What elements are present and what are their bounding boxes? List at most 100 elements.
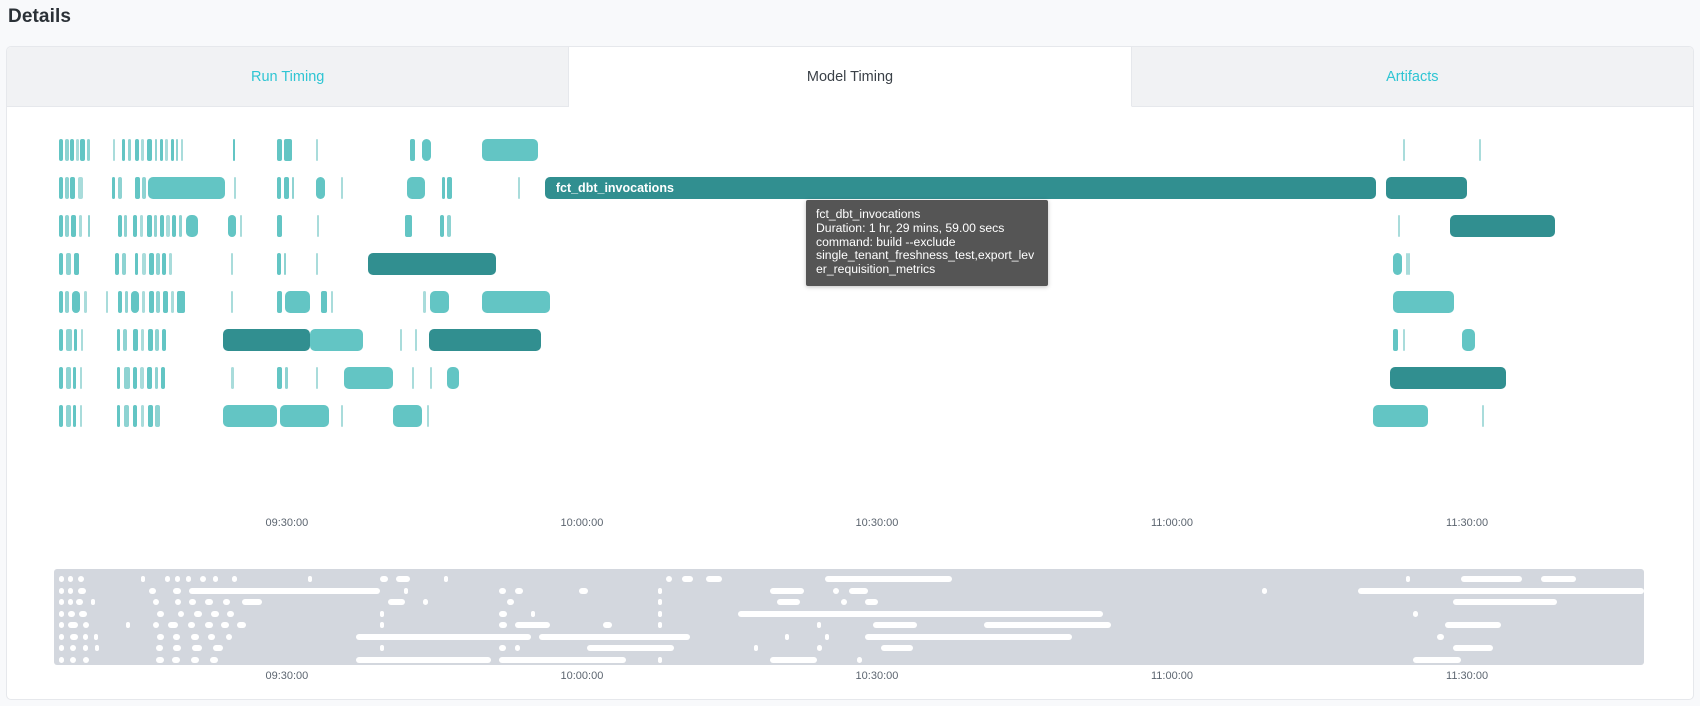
gantt-bar[interactable] <box>87 215 90 237</box>
gantt-bar[interactable] <box>73 329 77 351</box>
gantt-bar[interactable] <box>517 177 520 199</box>
gantt-bar[interactable] <box>147 405 153 427</box>
gantt-bar[interactable] <box>447 215 452 237</box>
gantt-bar[interactable] <box>121 253 126 275</box>
gantt-bar[interactable] <box>233 177 237 199</box>
gantt-bar[interactable] <box>121 139 125 161</box>
gantt-bar[interactable] <box>146 139 152 161</box>
gantt-bar[interactable] <box>125 291 129 313</box>
gantt-bar[interactable] <box>393 405 422 427</box>
gantt-bar[interactable] <box>185 215 199 237</box>
gantt-bar[interactable] <box>135 139 139 161</box>
gantt-bar[interactable] <box>1482 405 1485 427</box>
gantt-bar[interactable] <box>231 253 234 275</box>
gantt-bar[interactable] <box>59 367 63 389</box>
gantt-bar[interactable] <box>59 291 63 313</box>
gantt-bar[interactable] <box>482 139 539 161</box>
gantt-bar[interactable] <box>315 177 325 199</box>
gantt-bar[interactable] <box>440 215 444 237</box>
gantt-bar[interactable] <box>231 291 234 313</box>
gantt-bar[interactable] <box>1386 177 1468 199</box>
gantt-bar[interactable] <box>1450 215 1555 237</box>
gantt-bar[interactable] <box>133 329 138 351</box>
gantt-bar[interactable] <box>59 139 63 161</box>
gantt-bar[interactable] <box>59 215 63 237</box>
gantt-bar[interactable] <box>320 291 328 313</box>
gantt-bar[interactable] <box>406 177 426 199</box>
tab-run-timing[interactable]: Run Timing <box>7 47 570 106</box>
gantt-bar[interactable] <box>70 139 75 161</box>
gantt-bar[interactable] <box>317 215 320 237</box>
gantt-bar[interactable] <box>276 367 282 389</box>
gantt-bar[interactable] <box>482 291 550 313</box>
gantt-bar[interactable] <box>148 253 154 275</box>
gantt-bar[interactable] <box>71 215 77 237</box>
gantt-bar[interactable] <box>409 139 415 161</box>
gantt-bar[interactable] <box>447 177 453 199</box>
gantt-bar[interactable] <box>130 291 140 313</box>
gantt-bar[interactable] <box>66 329 72 351</box>
gantt-bar[interactable] <box>411 367 414 389</box>
gantt-bar[interactable] <box>315 253 318 275</box>
gantt-bar[interactable] <box>1408 253 1411 275</box>
gantt-bar[interactable] <box>159 139 164 161</box>
gantt-rows[interactable]: fct_dbt_invocations <box>7 107 1693 447</box>
tab-model-timing[interactable]: Model Timing <box>569 47 1132 107</box>
gantt-bar[interactable] <box>113 139 116 161</box>
gantt-bar[interactable] <box>153 215 158 237</box>
gantt-bar[interactable] <box>118 291 122 313</box>
gantt-bar[interactable] <box>168 253 173 275</box>
gantt-bar[interactable] <box>1403 329 1406 351</box>
gantt-bar[interactable] <box>87 139 91 161</box>
gantt-bar[interactable] <box>155 329 160 351</box>
gantt-bar[interactable] <box>106 291 109 313</box>
gantt-bar[interactable] <box>65 139 69 161</box>
gantt-bar[interactable] <box>1403 139 1406 161</box>
gantt-bar[interactable] <box>59 329 63 351</box>
gantt-bar[interactable] <box>367 253 496 275</box>
gantt-bar[interactable] <box>222 405 277 427</box>
gantt-bar[interactable] <box>133 405 138 427</box>
gantt-bar[interactable] <box>146 367 152 389</box>
gantt-bar[interactable] <box>310 329 363 351</box>
gantt-bar[interactable] <box>1392 329 1398 351</box>
gantt-bar[interactable] <box>116 329 120 351</box>
gantt-bar[interactable] <box>76 139 80 161</box>
gantt-bar[interactable] <box>141 253 146 275</box>
gantt-bar[interactable] <box>59 405 63 427</box>
gantt-bar[interactable] <box>172 215 176 237</box>
gantt-bar[interactable] <box>399 329 402 351</box>
gantt-bar[interactable] <box>1406 253 1409 275</box>
gantt-bar[interactable] <box>135 177 140 199</box>
gantt-bar[interactable] <box>72 405 77 427</box>
gantt-bar[interactable] <box>111 177 115 199</box>
gantt-bar[interactable] <box>180 139 183 161</box>
gantt-bar[interactable] <box>135 253 139 275</box>
gantt-bar[interactable] <box>315 139 318 161</box>
gantt-bar[interactable] <box>1392 291 1454 313</box>
gantt-bar[interactable] <box>330 291 334 313</box>
gantt-bar[interactable] <box>315 367 318 389</box>
gantt-bar[interactable] <box>1478 139 1481 161</box>
gantt-bar[interactable] <box>154 367 158 389</box>
gantt-bar[interactable] <box>155 405 160 427</box>
gantt-bar[interactable] <box>165 139 169 161</box>
gantt-bar[interactable] <box>124 405 130 427</box>
gantt-bar[interactable] <box>1392 253 1403 275</box>
gantt-bar[interactable] <box>66 253 72 275</box>
gantt-bar[interactable] <box>162 329 167 351</box>
gantt-bar[interactable] <box>65 215 70 237</box>
gantt-bar[interactable] <box>285 367 288 389</box>
gantt-bar[interactable] <box>423 291 426 313</box>
gantt-bar[interactable] <box>114 253 119 275</box>
gantt-bar[interactable] <box>141 177 146 199</box>
gantt-bar[interactable] <box>178 215 183 237</box>
gantt-bar[interactable] <box>232 139 236 161</box>
gantt-bar[interactable] <box>340 177 343 199</box>
gantt-bar[interactable] <box>133 367 137 389</box>
gantt-bar[interactable] <box>344 367 394 389</box>
gantt-bar[interactable] <box>291 177 295 199</box>
gantt-bar[interactable] <box>118 215 122 237</box>
gantt-bar[interactable] <box>1462 329 1475 351</box>
gantt-bar[interactable] <box>162 291 168 313</box>
